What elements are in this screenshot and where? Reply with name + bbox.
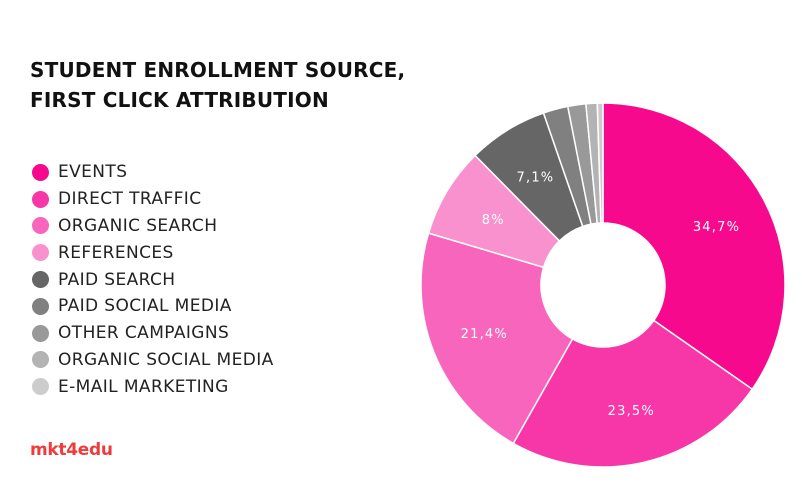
legend-label: DIRECT TRAFFIC [58, 189, 202, 210]
slice-data-label: 34,7% [693, 220, 740, 235]
legend-item: ORGANIC SOCIAL MEDIA [32, 347, 274, 374]
legend-item: PAID SOCIAL MEDIA [32, 293, 274, 320]
donut-slice [602, 102, 786, 391]
legend-item: DIRECT TRAFFIC [32, 186, 274, 213]
chart-title-line-1: STUDENT ENROLLMENT SOURCE, [30, 58, 406, 82]
donut-slice [420, 232, 574, 445]
brand-logo: mkt4edu [30, 440, 113, 460]
slice-data-label: 8% [482, 213, 505, 228]
chart-title: STUDENT ENROLLMENT SOURCE, FIRST CLICK A… [30, 55, 405, 115]
legend-item: PAID SEARCH [32, 266, 274, 293]
legend-label: REFERENCES [58, 242, 174, 263]
chart-legend: EVENTS DIRECT TRAFFIC ORGANIC SEARCH REFERE… [32, 159, 274, 400]
legend-item: E-MAIL MARKETING [32, 373, 274, 400]
legend-label: PAID SOCIAL MEDIA [58, 296, 232, 317]
slice-data-label: 21,4% [461, 327, 508, 342]
slice-data-label: 7,1% [517, 170, 555, 185]
legend-label: OTHER CAMPAIGNS [58, 323, 230, 344]
legend-swatch [32, 244, 49, 262]
legend-label: ORGANIC SOCIAL MEDIA [58, 349, 274, 370]
legend-item: EVENTS [32, 159, 274, 186]
legend-swatch [32, 324, 49, 342]
chart-title-line-2: FIRST CLICK ATTRIBUTION [30, 88, 329, 112]
donut-slice [596, 102, 604, 224]
legend-swatch [32, 190, 49, 208]
legend-swatch [32, 217, 49, 235]
legend-item: ORGANIC SEARCH [32, 213, 274, 240]
legend-swatch [32, 351, 49, 369]
legend-swatch [32, 163, 49, 181]
legend-swatch [32, 297, 49, 315]
legend-swatch [32, 378, 49, 396]
legend-swatch [32, 271, 49, 289]
legend-label: PAID SEARCH [58, 269, 176, 290]
legend-label: ORGANIC SEARCH [58, 215, 218, 236]
legend-label: EVENTS [58, 162, 128, 183]
legend-label: E-MAIL MARKETING [58, 376, 229, 397]
legend-item: REFERENCES [32, 239, 274, 266]
legend-item: OTHER CAMPAIGNS [32, 320, 274, 347]
donut-slice [512, 319, 754, 468]
slice-data-label: 23,5% [608, 404, 655, 419]
